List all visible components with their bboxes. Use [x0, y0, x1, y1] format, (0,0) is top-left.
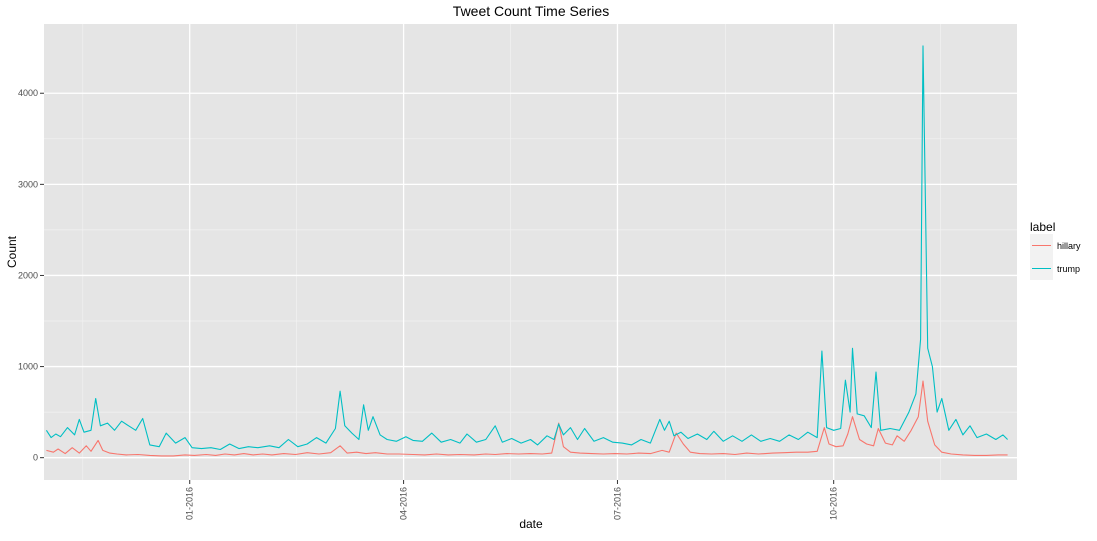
x-tick-label: 10-2016	[829, 487, 839, 520]
legend-title: label	[1030, 220, 1055, 234]
y-tick-label: 4000	[18, 88, 38, 98]
minor-gridlines	[44, 24, 1017, 480]
x-tick-label: 04-2016	[399, 487, 409, 520]
legend-items: hillary trump	[1030, 234, 1081, 280]
y-tick-label: 2000	[18, 270, 38, 280]
series-line-hillary	[46, 380, 1008, 457]
major-gridlines	[44, 24, 1017, 480]
legend: label hillary trump	[1030, 220, 1081, 280]
y-axis-label: Count	[5, 235, 19, 268]
x-tick-label: 01-2016	[185, 487, 195, 520]
x-tick-label: 07-2016	[612, 487, 622, 520]
y-tick-label: 0	[33, 453, 38, 463]
x-axis-label: date	[519, 517, 543, 531]
y-axis: 0 1000 2000 3000 4000	[18, 88, 44, 463]
legend-label-hillary: hillary	[1057, 241, 1081, 251]
y-tick-label: 1000	[18, 362, 38, 372]
series-layer	[45, 45, 1008, 457]
legend-label-trump: trump	[1057, 264, 1080, 274]
plot-panel	[44, 24, 1017, 480]
chart-title: Tweet Count Time Series	[453, 3, 609, 19]
y-tick-label: 3000	[18, 179, 38, 189]
series-line-trump	[45, 45, 1008, 451]
x-axis: 01-2016 04-2016 07-2016 10-2016	[185, 480, 839, 520]
